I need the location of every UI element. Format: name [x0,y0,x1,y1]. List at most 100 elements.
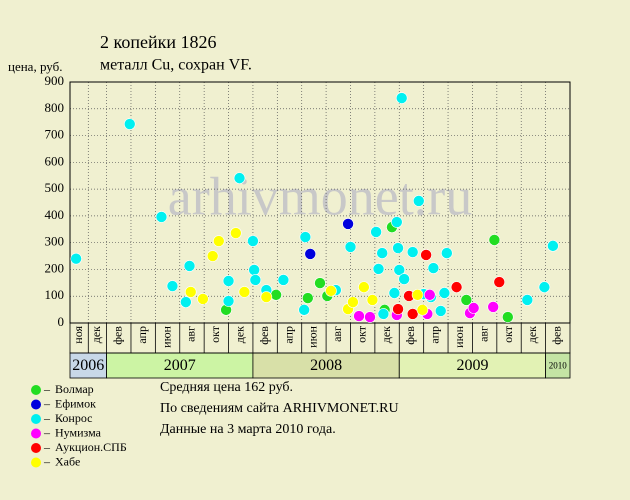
point [487,301,499,313]
point [411,289,424,301]
point [233,172,246,184]
x-tick-label: ноя [71,326,85,344]
year-label: 2006 [72,357,104,374]
point [155,211,168,223]
point [441,247,453,259]
legend-dash: – [43,382,51,396]
point [450,281,463,293]
point [260,291,273,303]
point [434,305,447,317]
x-tick-label: апр [135,326,149,344]
point [392,303,404,315]
year-band [252,352,400,379]
x-tick-label: авг [330,326,344,342]
point [222,295,235,307]
note: Данные на 3 марта 2010 года. [160,422,336,437]
point [304,248,317,260]
point [277,274,290,286]
y-tick-label: 500 [45,180,65,195]
point [270,289,282,301]
x-tick-label: окт [501,325,515,343]
x-tick-label: авг [476,326,490,342]
point [427,262,440,274]
x-tick-label: окт [208,325,222,343]
point [406,308,419,320]
x-tick-label: дек [379,326,393,343]
point [406,246,419,258]
point [325,285,337,297]
y-axis-label: цена, руб. [8,59,62,74]
point [467,302,480,314]
point [391,216,403,228]
point [212,235,225,247]
point [230,227,242,239]
point [488,234,501,246]
legend-marker [31,385,41,395]
legend-marker [31,428,41,439]
x-tick-label: дек [525,326,539,343]
point [247,235,259,247]
point [166,280,179,292]
legend-marker [31,414,41,424]
note: Средняя цена 162 руб. [160,380,293,395]
point [521,294,534,306]
chart-subtitle: металл Cu, сохран VF. [100,57,252,74]
point [393,264,406,276]
point [493,276,506,288]
legend-label: Хабе [55,454,80,468]
y-tick-label: 100 [45,287,65,302]
watermark: arhivmonet.ru [168,166,472,226]
y-tick-label: 300 [45,234,65,249]
note: По сведениям сайта ARHIVMONET.RU [160,401,399,416]
point [502,311,514,323]
point [420,249,432,261]
point [302,292,314,304]
point [370,226,382,238]
x-tick-label: фев [111,326,125,345]
x-tick-label: фев [403,326,417,345]
year-band [398,352,547,379]
point [412,195,425,207]
point [372,263,385,275]
point [222,275,235,287]
x-tick-label: апр [428,326,442,344]
x-tick-label: дек [232,326,246,343]
point [423,289,436,301]
chart-title: 2 копейки 1826 [100,32,216,52]
legend-label: Аукцион.СПБ [55,440,127,454]
legend-dash: – [43,411,51,425]
legend-marker [31,443,41,453]
point [388,287,401,299]
point [299,231,312,243]
year-label: 2007 [164,357,196,374]
y-tick-label: 900 [45,73,65,88]
point [70,252,82,265]
point [377,308,390,320]
legend-dash: – [43,396,51,410]
point [353,310,365,322]
point [248,264,260,276]
year-label: 2010 [549,361,568,371]
point [460,294,473,306]
x-tick-label: июн [306,325,320,347]
point [398,273,410,285]
point [376,247,388,259]
year-band [69,352,107,379]
point [416,304,429,316]
point [366,294,379,306]
legend-dash: – [43,454,51,468]
point [249,274,262,286]
x-tick-label: июн [159,325,173,347]
y-tick-label: 600 [45,153,65,168]
x-tick-label: авг [184,326,198,342]
legend-marker [31,457,41,468]
x-tick-label: июн [452,325,466,347]
x-tick-label: апр [281,326,295,344]
x-tick-label: фев [550,326,564,345]
point [184,286,197,298]
point [238,286,251,298]
legend-label: Нумизма [55,425,102,439]
point [344,241,357,253]
point [392,242,404,254]
point [197,293,209,305]
